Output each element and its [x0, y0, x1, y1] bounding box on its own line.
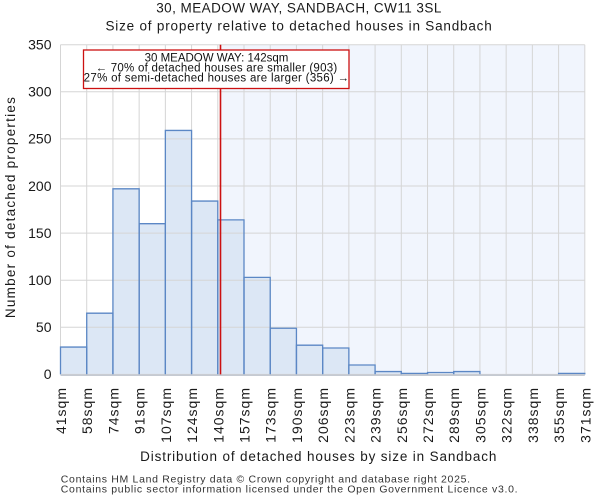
svg-text:30 MEADOW WAY: 142sqm: 30 MEADOW WAY: 142sqm: [145, 52, 289, 64]
svg-text:305sqm: 305sqm: [472, 387, 488, 443]
svg-text:124sqm: 124sqm: [184, 387, 200, 443]
svg-text:Size of property relative to d: Size of property relative to detached ho…: [105, 19, 492, 34]
svg-text:91sqm: 91sqm: [132, 387, 148, 434]
svg-text:371sqm: 371sqm: [577, 387, 593, 443]
svg-text:Contains HM Land Registry data: Contains HM Land Registry data © Crown c…: [61, 473, 471, 485]
svg-text:30, MEADOW WAY, SANDBACH, CW11: 30, MEADOW WAY, SANDBACH, CW11 3SL: [156, 1, 442, 16]
svg-text:272sqm: 272sqm: [420, 387, 436, 443]
svg-text:157sqm: 157sqm: [237, 387, 253, 443]
svg-text:322sqm: 322sqm: [499, 387, 515, 443]
svg-text:74sqm: 74sqm: [105, 387, 121, 434]
svg-text:41sqm: 41sqm: [53, 387, 69, 434]
svg-text:350: 350: [28, 37, 52, 53]
svg-text:140sqm: 140sqm: [210, 387, 226, 443]
svg-text:27% of semi-detached houses ar: 27% of semi-detached houses are larger (…: [84, 72, 350, 84]
svg-text:200: 200: [28, 178, 52, 194]
svg-text:206sqm: 206sqm: [315, 387, 331, 443]
svg-text:239sqm: 239sqm: [368, 387, 384, 443]
svg-text:173sqm: 173sqm: [263, 387, 279, 443]
svg-text:58sqm: 58sqm: [79, 387, 95, 434]
svg-text:0: 0: [44, 366, 52, 382]
svg-text:289sqm: 289sqm: [446, 387, 462, 443]
svg-text:50: 50: [36, 319, 52, 335]
svg-text:190sqm: 190sqm: [289, 387, 305, 443]
svg-text:256sqm: 256sqm: [394, 387, 410, 443]
svg-text:338sqm: 338sqm: [525, 387, 541, 443]
svg-text:Number of detached properties: Number of detached properties: [3, 96, 18, 318]
svg-text:100: 100: [28, 272, 52, 288]
svg-text:107sqm: 107sqm: [158, 387, 174, 443]
svg-text:250: 250: [28, 131, 52, 147]
svg-text:Distribution of detached house: Distribution of detached houses by size …: [140, 449, 497, 464]
svg-text:Contains public sector informa: Contains public sector information licen…: [61, 483, 518, 495]
svg-text:300: 300: [28, 84, 52, 100]
svg-text:223sqm: 223sqm: [341, 387, 357, 443]
svg-text:150: 150: [28, 225, 52, 241]
svg-text:355sqm: 355sqm: [551, 387, 567, 443]
svg-text:← 70% of detached houses are s: ← 70% of detached houses are smaller (90…: [96, 62, 338, 74]
